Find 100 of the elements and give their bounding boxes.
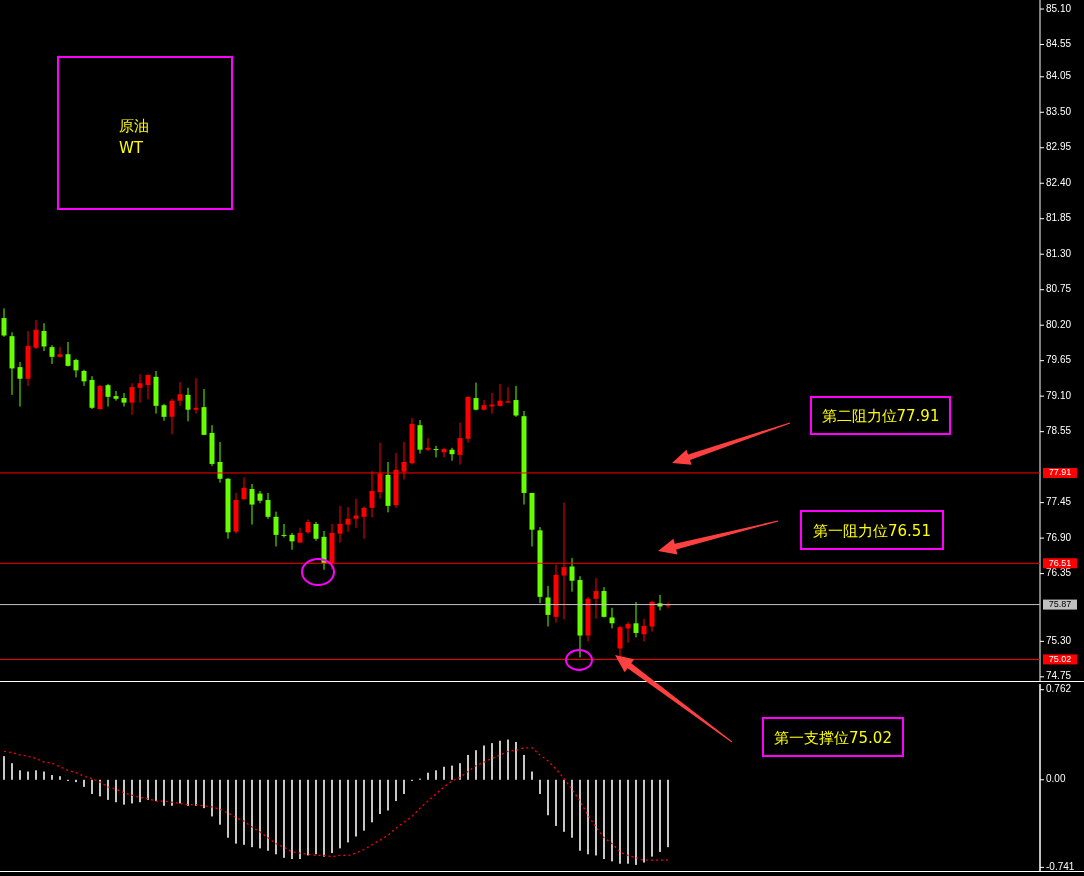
candlestick	[313, 521, 319, 542]
bar	[547, 779, 549, 816]
bar	[427, 772, 429, 780]
bar	[371, 779, 373, 823]
ref-line-label: 76.51	[1048, 557, 1072, 568]
bar	[347, 779, 349, 843]
bar	[91, 779, 93, 794]
candlestick	[185, 387, 191, 422]
bar	[587, 779, 589, 855]
y-tick-label: 85.10	[1046, 2, 1072, 14]
y-tick-label: 81.85	[1046, 212, 1072, 224]
y-tick-label: 75.30	[1046, 634, 1072, 646]
candlestick	[97, 384, 103, 411]
candlestick	[177, 381, 183, 407]
candlestick	[57, 346, 63, 358]
bar	[467, 754, 469, 780]
bar	[499, 740, 501, 780]
bar	[475, 750, 477, 780]
candlestick	[617, 625, 623, 658]
candlestick	[425, 437, 431, 452]
bar	[507, 739, 509, 780]
bar	[643, 779, 645, 863]
y-tick-label: 76.35	[1046, 567, 1072, 579]
bar	[659, 779, 661, 852]
bar	[251, 779, 253, 848]
bar	[515, 741, 517, 780]
text: 原油	[119, 117, 149, 135]
candlestick	[193, 377, 199, 415]
y-tick-label: 79.65	[1046, 354, 1072, 366]
y-tick-label: 84.05	[1046, 70, 1072, 82]
bar	[539, 779, 541, 794]
candlestick	[17, 361, 23, 407]
ref-line-label: 77.91	[1048, 467, 1072, 478]
candlestick	[65, 341, 71, 367]
candlestick	[129, 382, 135, 416]
y-tick-label: 0.762	[1046, 683, 1072, 695]
candlestick	[505, 386, 511, 404]
candlestick	[441, 447, 447, 458]
bar	[43, 771, 45, 780]
bar	[235, 779, 237, 844]
y-tick-label: 84.55	[1046, 38, 1072, 50]
bar	[667, 779, 669, 848]
y-tick-label: 81.30	[1046, 247, 1072, 259]
candlestick	[105, 383, 111, 407]
candlestick	[337, 505, 343, 544]
annotation: 第一阻力位76.51	[813, 521, 931, 540]
candlestick	[41, 322, 47, 352]
bar	[611, 779, 613, 862]
candlestick	[281, 523, 287, 538]
bar	[275, 779, 277, 855]
bar	[83, 779, 85, 787]
bar	[635, 779, 637, 865]
y-tick-label: 79.10	[1046, 389, 1072, 401]
bar	[579, 779, 581, 851]
y-tick-label: 80.75	[1046, 283, 1072, 295]
bar	[443, 766, 445, 780]
bar	[203, 779, 205, 809]
bar	[595, 779, 597, 856]
candlestick	[633, 601, 639, 638]
bar	[299, 779, 301, 859]
ref-line-label: 75.02	[1048, 653, 1072, 664]
bar	[107, 779, 109, 800]
bar	[619, 779, 621, 864]
bar	[259, 779, 261, 849]
y-tick-label: 82.40	[1046, 176, 1072, 188]
candlestick	[137, 373, 143, 404]
candlestick	[113, 390, 119, 402]
y-tick-label: 0.00	[1046, 773, 1066, 785]
bar	[331, 779, 333, 854]
y-tick-label: 80.20	[1046, 318, 1072, 330]
candlestick	[33, 319, 39, 350]
bar	[563, 779, 565, 832]
candlestick	[273, 511, 279, 547]
bar	[435, 770, 437, 780]
candlestick	[361, 506, 367, 540]
bar	[555, 779, 557, 826]
bar	[379, 779, 381, 815]
bar	[323, 779, 325, 857]
bar	[403, 779, 405, 794]
bar	[171, 779, 173, 806]
bar	[3, 756, 5, 780]
y-tick-label: 74.75	[1046, 670, 1072, 682]
candlestick	[289, 532, 295, 551]
y-tick-label: -0.741	[1046, 861, 1075, 873]
candlestick	[265, 492, 271, 520]
annotation: 第二阻力位77.91	[821, 407, 940, 425]
candlestick	[641, 618, 647, 642]
y-tick-label: 78.55	[1046, 425, 1072, 437]
candlestick	[345, 506, 351, 533]
bar	[187, 779, 189, 806]
bar	[355, 779, 357, 837]
bar	[211, 779, 213, 817]
bar	[123, 779, 125, 805]
candlestick	[609, 607, 615, 629]
bar	[451, 765, 453, 780]
bar	[179, 779, 181, 804]
bar	[115, 779, 117, 803]
bar	[307, 779, 309, 856]
candlestick	[249, 483, 255, 526]
candlestick	[1, 307, 7, 338]
